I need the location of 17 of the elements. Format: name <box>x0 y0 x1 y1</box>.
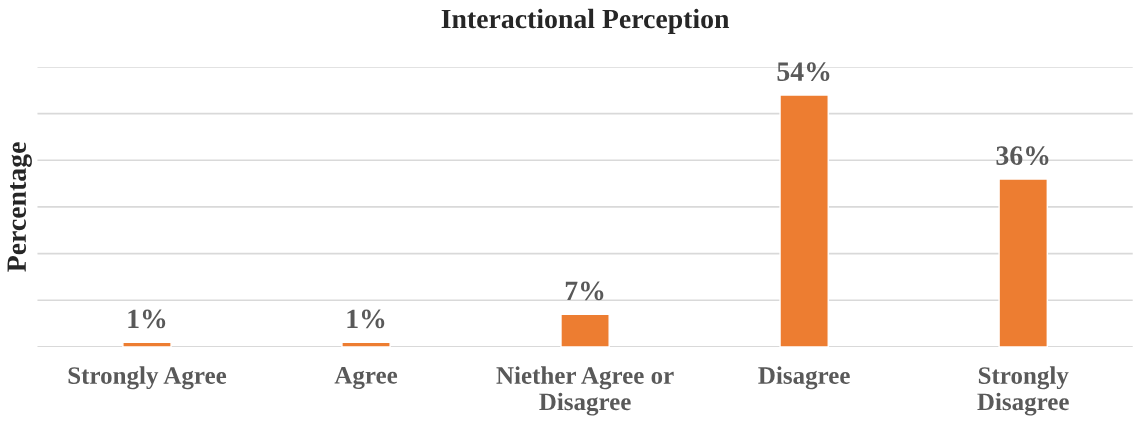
data-label: 7% <box>565 281 604 301</box>
data-label: 1% <box>347 309 385 329</box>
data-label: 54% <box>777 62 830 82</box>
y-axis-title: Percentage <box>7 142 32 272</box>
x-tick-label: Strongly Agree <box>68 366 227 390</box>
x-tick-label: Agree <box>334 366 398 390</box>
data-label: 36% <box>996 146 1049 166</box>
bar <box>560 313 610 347</box>
x-tick-label: Strongly Disagree <box>977 366 1069 416</box>
bar <box>998 178 1048 347</box>
x-tick-label: Disagree <box>758 366 850 390</box>
chart-title: Interactional Perception <box>441 8 730 34</box>
bar <box>341 341 391 347</box>
data-label: 1% <box>128 309 166 329</box>
x-tick-label: Niether Agree or Disagree <box>496 366 674 416</box>
bar <box>779 94 829 347</box>
bar <box>122 341 172 347</box>
